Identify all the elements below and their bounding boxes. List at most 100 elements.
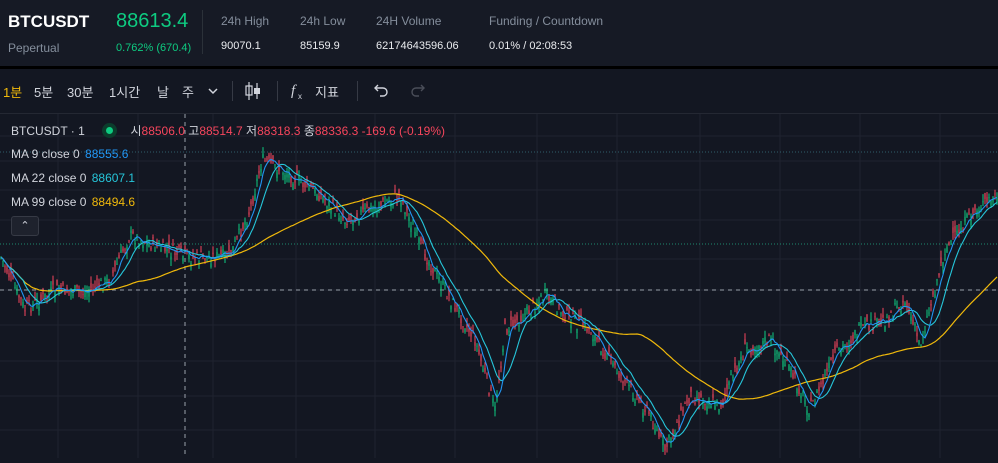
candle-body — [760, 346, 762, 349]
candle-body — [44, 293, 46, 299]
candle-body — [932, 291, 934, 295]
candle-body — [120, 250, 122, 253]
candle-body — [400, 202, 402, 207]
divider — [202, 10, 203, 54]
candle-body — [754, 348, 756, 354]
candle-body — [316, 195, 318, 200]
candlestick-icon[interactable] — [242, 80, 264, 102]
candle-body — [362, 203, 364, 210]
candle-body — [628, 384, 630, 386]
candle-body — [918, 340, 920, 345]
candle-body — [268, 154, 270, 159]
divider — [357, 81, 358, 101]
candle-body — [804, 400, 806, 405]
candle-body — [848, 345, 850, 350]
candle-body — [708, 401, 710, 405]
chevron-down-icon[interactable] — [203, 81, 223, 101]
candle-body — [508, 330, 510, 333]
candle-body — [928, 312, 930, 314]
candle-body — [574, 315, 576, 319]
candle-body — [250, 201, 252, 205]
candle-body — [352, 219, 354, 226]
candle-body — [646, 404, 648, 406]
candle-body — [286, 174, 288, 178]
collapse-legend-button[interactable]: ⌃ — [11, 216, 39, 236]
candle-body — [682, 409, 684, 413]
candle-body — [860, 322, 862, 326]
price-chart[interactable] — [0, 114, 998, 458]
candle-body — [404, 212, 406, 215]
timeframe-1m[interactable]: 1분 — [3, 85, 23, 100]
candle-body — [10, 269, 12, 275]
candle-body — [278, 166, 280, 171]
candle-body — [662, 440, 664, 446]
candle-body — [96, 278, 98, 280]
candle-body — [116, 263, 118, 265]
timeframe-5m[interactable]: 5분 — [34, 85, 54, 100]
candlestick-chart[interactable] — [0, 114, 998, 458]
candle-body — [632, 398, 634, 401]
candle-body — [456, 303, 458, 308]
timeframe-1w[interactable]: 주 — [182, 85, 194, 100]
price-change: 0.762% (670.4) — [116, 42, 192, 54]
timeframe-1h[interactable]: 1시간 — [109, 85, 141, 100]
candle-body — [382, 197, 384, 200]
candle-body — [704, 404, 706, 406]
candle-body — [58, 290, 60, 295]
candle-body — [320, 190, 322, 195]
candle-body — [486, 373, 488, 376]
timeframe-30m[interactable]: 30분 — [67, 85, 94, 100]
ma99-legend[interactable]: MA 99 close 0 88494.6 — [11, 195, 135, 209]
candle-body — [592, 339, 594, 342]
candle-body — [342, 215, 344, 219]
candle-body — [676, 421, 678, 423]
candle-body — [140, 240, 142, 242]
candle-body — [238, 228, 240, 230]
candle-body — [598, 331, 600, 337]
ma22-legend[interactable]: MA 22 close 0 88607.1 — [11, 171, 135, 185]
candle-body — [500, 366, 502, 369]
candle-body — [258, 170, 260, 174]
candle-body — [868, 325, 870, 330]
candle-body — [174, 253, 176, 255]
stat-24h-volume: 24H Volume 62174643596.06 — [376, 14, 459, 52]
candle-body — [812, 400, 814, 402]
timeframe-1d[interactable]: 날 — [157, 85, 169, 100]
candle-body — [654, 429, 656, 433]
candle-body — [768, 334, 770, 336]
candle-body — [282, 172, 284, 175]
candle-body — [38, 306, 40, 311]
candle-body — [448, 289, 450, 296]
candle-body — [738, 362, 740, 367]
candle-body — [594, 335, 596, 342]
candle-body — [840, 349, 842, 355]
candle-body — [482, 369, 484, 372]
indicators-button[interactable]: 지표 — [315, 85, 339, 100]
candle-body — [740, 356, 742, 360]
candle-body — [168, 240, 170, 247]
candle-body — [558, 304, 560, 306]
candle-body — [642, 412, 644, 418]
candle-body — [244, 221, 246, 225]
redo-icon[interactable] — [408, 80, 430, 102]
candle-body — [728, 381, 730, 385]
candle-body — [792, 373, 794, 379]
undo-icon[interactable] — [369, 80, 391, 102]
candle-body — [164, 246, 166, 252]
candle-body — [828, 362, 830, 369]
candle-body — [60, 284, 62, 291]
candle-body — [604, 352, 606, 359]
ma9-legend[interactable]: MA 9 close 0 88555.6 — [11, 147, 128, 161]
open-label: 시 — [130, 124, 142, 138]
candle-body — [122, 248, 124, 252]
candle-body — [888, 316, 890, 323]
stat-label: 24H Volume — [376, 14, 442, 28]
candle-body — [800, 395, 802, 399]
candle-body — [414, 231, 416, 238]
symbol-name[interactable]: BTCUSDT — [8, 12, 90, 31]
candle-body — [570, 325, 572, 329]
candle-body — [454, 308, 456, 312]
candle-body — [88, 290, 90, 297]
candle-body — [20, 297, 22, 300]
function-icon[interactable]: f x — [288, 80, 310, 102]
